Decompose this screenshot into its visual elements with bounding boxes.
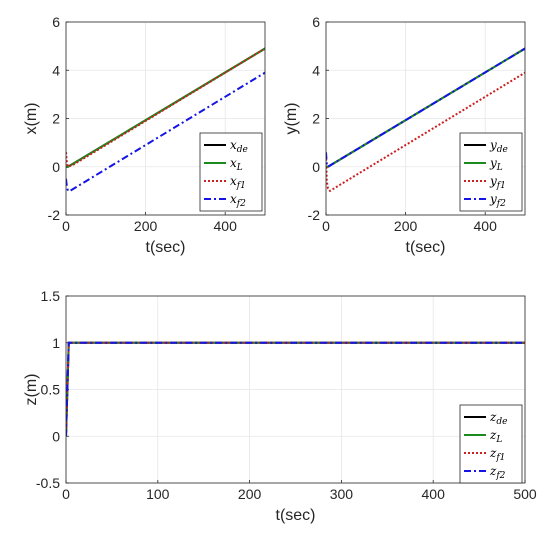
x-tick-label: 400 <box>214 218 238 234</box>
x-tick-label: 300 <box>330 486 354 502</box>
legend-entry-label: zde <box>489 410 507 427</box>
x-tick-label: 0 <box>62 486 70 502</box>
y-tick-label: 4 <box>52 62 60 78</box>
legend-entry-label: xde <box>230 138 248 155</box>
legend-entry-label: zf2 <box>489 464 506 481</box>
legend-symbol: x <box>230 138 237 152</box>
y-tick-label: 1.5 <box>41 288 61 304</box>
legend-symbol: x <box>230 174 237 188</box>
y-tick-label: -2 <box>48 207 61 223</box>
x-tick-label: 200 <box>134 218 158 234</box>
legend-symbol: y <box>489 138 497 152</box>
legend-symbol: y <box>489 192 497 206</box>
x-tick-label: 200 <box>238 486 262 502</box>
z-position-plot: 0 100 200 300 400 500-0.500.511.5t(sec)z(m)zd… <box>23 288 537 524</box>
x-axis-label: t(sec) <box>276 507 316 524</box>
legend-symbol: x <box>230 192 237 206</box>
legend-symbol: x <box>230 156 237 170</box>
legend-entry-label: xf1 <box>230 174 246 191</box>
legend-entry-label: zf1 <box>489 446 505 463</box>
y-tick-label: 6 <box>52 14 60 30</box>
legend-subscript: f2 <box>236 199 246 209</box>
x-tick-label: 0 <box>62 218 70 234</box>
x-tick-label: 400 <box>474 218 498 234</box>
y-axis-label: y(m) <box>283 103 300 135</box>
axes-frame <box>65 295 526 484</box>
y-tick-label: -0.5 <box>36 475 60 491</box>
series-line-x-l <box>66 47 265 168</box>
axes-frame <box>65 21 266 216</box>
x-tick-label: 500 <box>513 486 537 502</box>
y-axis-label: z(m) <box>23 374 40 406</box>
x-tick-label: 0 <box>322 218 330 234</box>
legend-subscript: de <box>237 145 248 155</box>
y-tick-label: 4 <box>312 62 320 78</box>
y-tick-label: -2 <box>308 207 321 223</box>
x-tick-label: 100 <box>146 486 170 502</box>
legend-subscript: de <box>496 417 507 427</box>
y-tick-label: 0 <box>312 159 320 175</box>
legend-subscript: L <box>496 163 503 173</box>
legend-subscript: L <box>236 163 243 173</box>
legend-entry-label: yL <box>489 156 503 173</box>
axes-frame <box>325 21 526 216</box>
legend-subscript: f2 <box>496 199 506 209</box>
y-tick-label: 2 <box>312 111 320 127</box>
legend-entry-label: yf1 <box>489 174 506 191</box>
legend-entry-label: xL <box>230 156 243 173</box>
legend-symbol: z <box>489 428 497 442</box>
y-tick-label: 0 <box>52 159 60 175</box>
x-axis-label: t(sec) <box>146 239 186 256</box>
y-tick-label: 1 <box>52 335 60 351</box>
y-tick-label: 2 <box>52 111 60 127</box>
legend-entry-label: yde <box>489 138 508 155</box>
y-tick-label: 0 <box>52 428 60 444</box>
legend-subscript: f1 <box>236 181 246 191</box>
legend-entry-label: xf2 <box>230 192 246 209</box>
x-tick-label: 400 <box>422 486 446 502</box>
legend-entry-label: zL <box>489 428 502 445</box>
x-tick-label: 200 <box>394 218 418 234</box>
series-line-z-f2 <box>66 341 525 437</box>
legend-subscript: f1 <box>495 453 505 463</box>
y-tick-label: 0.5 <box>41 382 61 398</box>
legend-symbol: z <box>489 464 497 478</box>
y-axis-label: x(m) <box>23 103 40 135</box>
legend-subscript: L <box>495 435 502 445</box>
legend-subscript: de <box>497 145 508 155</box>
legend-symbol: y <box>489 174 497 188</box>
series-line-y-f1 <box>326 71 525 193</box>
y-tick-label: 6 <box>312 14 320 30</box>
legend-subscript: f2 <box>495 471 505 481</box>
series-line-x-f2 <box>66 71 265 192</box>
legend-symbol: y <box>489 156 497 170</box>
legend-subscript: f1 <box>496 181 506 191</box>
x-axis-label: t(sec) <box>406 239 446 256</box>
legend-symbol: z <box>489 446 497 460</box>
legend-symbol: z <box>489 410 497 424</box>
legend-entry-label: yf2 <box>489 192 506 209</box>
